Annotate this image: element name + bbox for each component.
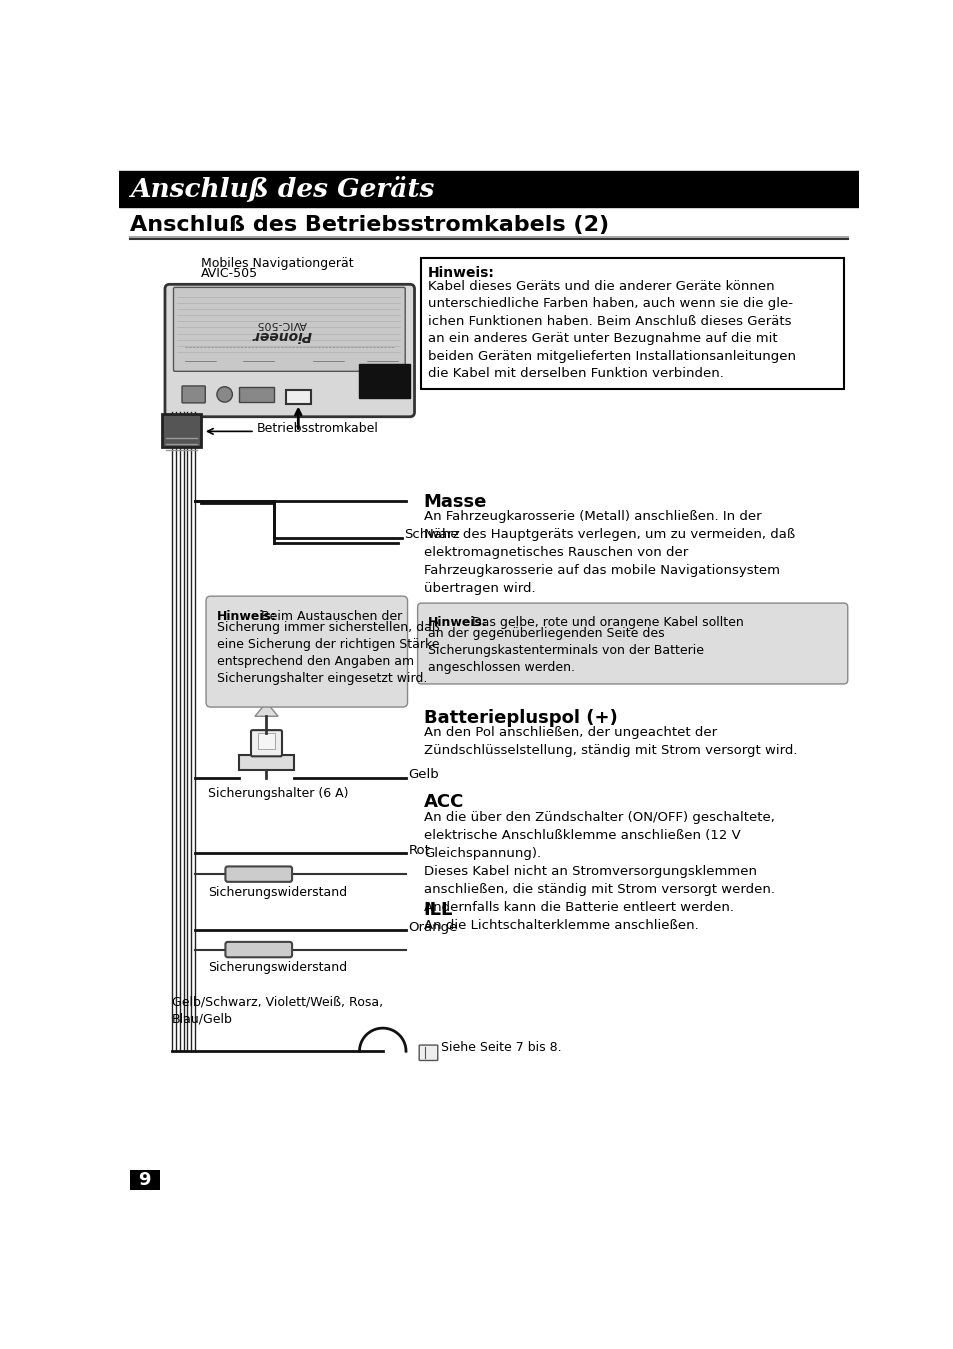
FancyBboxPatch shape — [165, 285, 415, 417]
Text: 9: 9 — [138, 1171, 151, 1188]
Polygon shape — [254, 703, 278, 716]
Text: Hinweis:: Hinweis: — [427, 266, 494, 279]
FancyBboxPatch shape — [417, 603, 847, 684]
Text: Orange: Orange — [408, 921, 457, 934]
FancyBboxPatch shape — [225, 866, 292, 882]
Text: Batteriepluspol (+): Batteriepluspol (+) — [423, 708, 617, 727]
Text: Beim Austauschen der: Beim Austauschen der — [257, 610, 402, 623]
Text: Sicherung immer sicherstellen, daß
eine Sicherung der richtigen Stärke
entsprech: Sicherung immer sicherstellen, daß eine … — [216, 621, 439, 685]
Bar — [239, 387, 274, 402]
FancyBboxPatch shape — [206, 596, 407, 707]
Text: Kabel dieses Geräts und die anderer Geräte können
unterschiedliche Farben haben,: Kabel dieses Geräts und die anderer Gerä… — [427, 279, 795, 380]
Text: Pioneer: Pioneer — [252, 328, 312, 343]
Text: Hinweis:: Hinweis: — [216, 610, 276, 623]
Circle shape — [216, 387, 233, 402]
Text: ILL: ILL — [423, 901, 453, 919]
Bar — [286, 390, 311, 403]
Text: Anschluß des Geräts: Anschluß des Geräts — [130, 175, 434, 202]
Text: an der gegenüberliegenden Seite des
Sicherungskastenterminals von der Batterie
a: an der gegenüberliegenden Seite des Sich… — [427, 627, 703, 674]
Text: Sicherungswiderstand: Sicherungswiderstand — [208, 886, 347, 898]
Text: Schwarz: Schwarz — [404, 527, 459, 541]
Text: AVIC-505: AVIC-505 — [256, 318, 307, 329]
Bar — [130, 1170, 159, 1190]
Bar — [239, 755, 294, 770]
Text: Hinweis:: Hinweis: — [427, 616, 487, 629]
Text: Masse: Masse — [423, 492, 487, 511]
Text: Anschluß des Betriebsstromkabels (2): Anschluß des Betriebsstromkabels (2) — [130, 214, 609, 235]
Text: ACC: ACC — [423, 793, 464, 811]
Text: AVIC-505: AVIC-505 — [200, 267, 257, 281]
FancyBboxPatch shape — [173, 287, 405, 371]
Text: Gelb: Gelb — [408, 769, 438, 781]
Bar — [162, 414, 200, 447]
Text: Siehe Seite 7 bis 8.: Siehe Seite 7 bis 8. — [440, 1041, 561, 1054]
Text: Gelb/Schwarz, Violett/Weiß, Rosa,
Blau/Gelb: Gelb/Schwarz, Violett/Weiß, Rosa, Blau/G… — [172, 996, 383, 1025]
Text: An Fahrzeugkarosserie (Metall) anschließen. In der
Nähe des Hauptgeräts verlegen: An Fahrzeugkarosserie (Metall) anschließ… — [423, 510, 794, 595]
Bar — [359, 364, 410, 398]
Bar — [257, 734, 274, 749]
Text: Sicherungshalter (6 A): Sicherungshalter (6 A) — [208, 786, 349, 800]
Bar — [421, 258, 843, 389]
FancyBboxPatch shape — [225, 942, 292, 958]
Text: An die über den Zündschalter (ON/OFF) geschaltete,
elektrische Anschlußklemme an: An die über den Zündschalter (ON/OFF) ge… — [423, 811, 774, 915]
Text: Mobiles Navigationgerät: Mobiles Navigationgerät — [200, 256, 353, 270]
Text: Sicherungswiderstand: Sicherungswiderstand — [208, 960, 347, 974]
FancyBboxPatch shape — [251, 730, 282, 757]
Text: An den Pol anschließen, der ungeachtet der
Zündschlüsselstellung, ständig mit St: An den Pol anschließen, der ungeachtet d… — [423, 726, 797, 757]
FancyBboxPatch shape — [182, 386, 205, 403]
Text: Betriebsstromkabel: Betriebsstromkabel — [257, 422, 378, 434]
Text: Rot: Rot — [408, 843, 430, 857]
Text: Das gelbe, rote und orangene Kabel sollten: Das gelbe, rote und orangene Kabel sollt… — [468, 616, 743, 629]
Bar — [119, 171, 858, 206]
FancyBboxPatch shape — [418, 1045, 437, 1060]
Text: An die Lichtschalterklemme anschließen.: An die Lichtschalterklemme anschließen. — [423, 919, 698, 932]
